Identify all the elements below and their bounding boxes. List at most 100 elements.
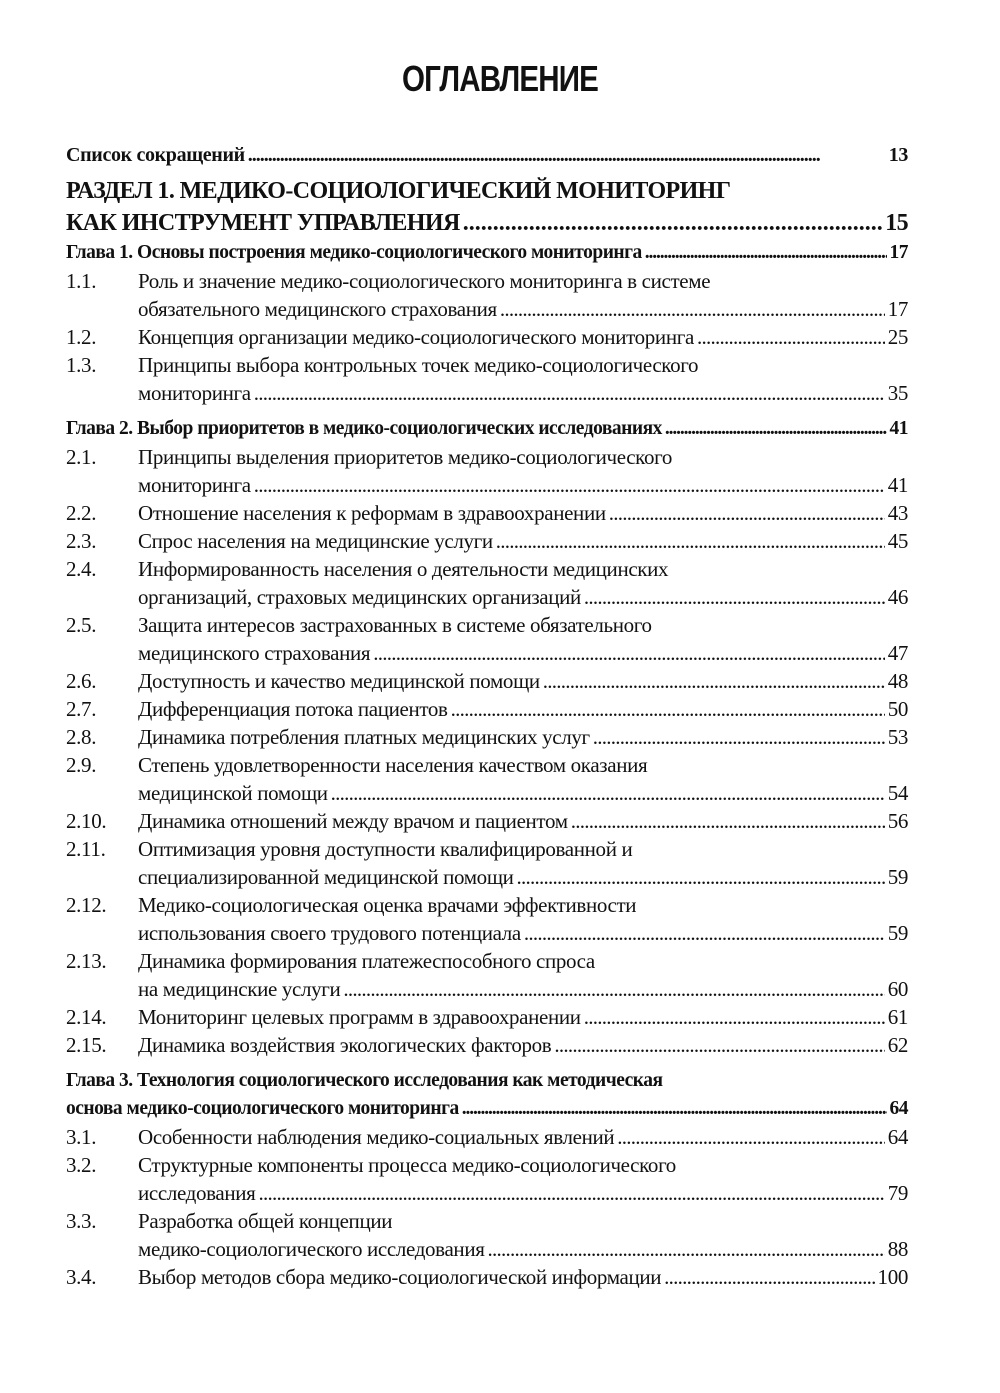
entry-title: Глава 1. Основы построения медико-социол…	[66, 242, 642, 263]
entry-number: 2.9.	[66, 753, 97, 777]
toc-entry[interactable]: 2.9. Степень удовлетворенности населения …	[66, 751, 908, 807]
page-number: 53	[887, 725, 909, 749]
toc-entry[interactable]: 2.4. Информированность населения о деятел…	[66, 555, 908, 611]
entry-title: медицинского страхования	[138, 641, 371, 665]
entry-title: на медицинские услуги	[138, 977, 341, 1001]
dot-leader	[254, 379, 885, 407]
entry-title: Выбор методов сбора медико-социологическ…	[138, 1265, 662, 1289]
toc-entry-line: 3.4. Выбор методов сбора медико-социологи…	[66, 1263, 908, 1291]
toc-entry[interactable]: 2.15. Динамика воздействия экологических …	[66, 1031, 908, 1059]
toc-entry[interactable]: 3.3. Разработка общей концепции медико-соц…	[66, 1207, 908, 1263]
toc-entry[interactable]: 2.1. Принципы выделения приоритетов медик…	[66, 443, 908, 499]
toc-entry-line: РАЗДЕЛ 1. МЕДИКО-СОЦИОЛОГИЧЕСКИЙ МОНИТОР…	[66, 175, 908, 207]
entry-title: исследования	[138, 1181, 256, 1205]
entry-title: медицинской помощи	[138, 781, 328, 805]
entry-title: Глава 3. Технология социологического исс…	[66, 1070, 663, 1091]
entry-title: Концепция организации медико-социологиче…	[138, 325, 694, 349]
toc-entry[interactable]: 3.2. Структурные компоненты процесса меди…	[66, 1151, 908, 1207]
entry-title: мониторинга	[138, 381, 251, 405]
toc-entry-line: 2.7. Дифференциация потока пациентов 50	[66, 695, 908, 723]
dot-leader	[524, 919, 885, 947]
entry-number: 2.2.	[66, 501, 97, 525]
toc-entry-line: медицинского страхования 47	[66, 639, 908, 667]
entry-number: 2.11.	[66, 837, 106, 861]
toc-entry-line: мониторинга 41	[66, 471, 908, 499]
dot-leader	[697, 323, 885, 351]
dot-leader	[248, 141, 886, 169]
toc-entry[interactable]: 2.10. Динамика отношений между врачом и п…	[66, 807, 908, 835]
entry-title: организаций, страховых медицинских орган…	[138, 585, 581, 609]
page-number: 41	[887, 473, 909, 497]
dot-leader	[554, 1031, 884, 1059]
toc-entry[interactable]: 1.1. Роль и значение медико-социологическ…	[66, 267, 908, 323]
entry-title: Динамика отношений между врачом и пациен…	[138, 809, 568, 833]
toc-chapter-entry[interactable]: Глава 3. Технология социологического исс…	[66, 1067, 908, 1123]
toc-entry-line: 1.1. Роль и значение медико-социологическ…	[66, 267, 908, 295]
entry-title: КАК ИНСТРУМЕНТ УПРАВЛЕНИЯ	[66, 210, 460, 236]
toc-entry-line: 2.15. Динамика воздействия экологических …	[66, 1031, 908, 1059]
toc-top-entry[interactable]: Список сокращений 13	[66, 141, 908, 169]
toc-entry[interactable]: 2.13. Динамика формирования платежеспособ…	[66, 947, 908, 1003]
toc-entry-line: Глава 2. Выбор приоритетов в медико-соци…	[66, 415, 908, 443]
page-number: 25	[887, 325, 909, 349]
entry-number: 3.1.	[66, 1125, 97, 1149]
toc-entry[interactable]: 2.12. Медико-социологическая оценка врача…	[66, 891, 908, 947]
entry-number: 1.1.	[66, 269, 97, 293]
toc-entry-line: Глава 3. Технология социологического исс…	[66, 1067, 908, 1095]
toc-entry[interactable]: 2.8. Динамика потребления платных медицин…	[66, 723, 908, 751]
entry-title: Информированность населения о деятельнос…	[138, 557, 669, 581]
dot-leader	[462, 1095, 887, 1123]
page-number: 88	[887, 1237, 909, 1261]
toc-entry[interactable]: 2.11. Оптимизация уровня доступности квал…	[66, 835, 908, 891]
entry-title: Доступность и качество медицинской помощ…	[138, 669, 540, 693]
entry-title: Структурные компоненты процесса медико-с…	[138, 1153, 676, 1177]
page-number: 17	[887, 297, 909, 321]
entry-title: Мониторинг целевых программ в здравоохра…	[138, 1005, 581, 1029]
entry-number: 1.3.	[66, 353, 97, 377]
entry-number: 2.13.	[66, 949, 107, 973]
page-number: 41	[889, 418, 909, 439]
entry-title: Динамика потребления платных медицинских…	[138, 725, 590, 749]
page-number: 45	[887, 529, 909, 553]
toc-entry-line: мониторинга 35	[66, 379, 908, 407]
page-number: 62	[887, 1033, 909, 1057]
entry-number: 1.2.	[66, 325, 97, 349]
toc-entry[interactable]: 2.14. Мониторинг целевых программ в здрав…	[66, 1003, 908, 1031]
toc-entry-line: 2.2. Отношение населения к реформам в здр…	[66, 499, 908, 527]
dot-leader	[664, 1263, 874, 1291]
entry-title: Принципы выбора контрольных точек медико…	[138, 353, 699, 377]
toc-entry-line: использования своего трудового потенциал…	[66, 919, 908, 947]
toc-entry-line: 2.6. Доступность и качество медицинской п…	[66, 667, 908, 695]
toc-entry[interactable]: 1.2. Концепция организации медико-социоло…	[66, 323, 908, 351]
entry-number: 2.8.	[66, 725, 97, 749]
toc-entry[interactable]: 2.3. Спрос населения на медицинские услуг…	[66, 527, 908, 555]
dot-leader	[593, 723, 885, 751]
entry-title: Динамика воздействия экологических факто…	[138, 1033, 552, 1057]
entry-title: специализированной медицинской помощи	[138, 865, 514, 889]
toc-entry-line: 3.1. Особенности наблюдения медико-социал…	[66, 1123, 908, 1151]
entry-title: Список сокращений	[66, 144, 245, 166]
toc-chapter-entry[interactable]: Глава 2. Выбор приоритетов в медико-соци…	[66, 415, 908, 443]
toc-entry[interactable]: 3.1. Особенности наблюдения медико-социал…	[66, 1123, 908, 1151]
entry-title: основа медико-социологического мониторин…	[66, 1098, 459, 1119]
dot-leader	[543, 667, 885, 695]
toc-entry[interactable]: 2.6. Доступность и качество медицинской п…	[66, 667, 908, 695]
entry-number: 2.5.	[66, 613, 97, 637]
page-number: 60	[887, 977, 909, 1001]
page-number: 64	[887, 1125, 909, 1149]
page-number: 59	[887, 865, 909, 889]
toc-entry[interactable]: 2.5. Защита интересов застрахованных в си…	[66, 611, 908, 667]
toc-entry-line: специализированной медицинской помощи 59	[66, 863, 908, 891]
toc-entry-line: 2.8. Динамика потребления платных медицин…	[66, 723, 908, 751]
entry-number: 3.3.	[66, 1209, 97, 1233]
entry-number: 2.12.	[66, 893, 107, 917]
toc-chapter-entry[interactable]: Глава 1. Основы построения медико-социол…	[66, 239, 908, 267]
entry-title: Особенности наблюдения медико-социальных…	[138, 1125, 615, 1149]
toc-entry[interactable]: 2.2. Отношение населения к реформам в здр…	[66, 499, 908, 527]
dot-leader	[331, 779, 885, 807]
toc-entry[interactable]: 1.3. Принципы выбора контрольных точек ме…	[66, 351, 908, 407]
toc-entry[interactable]: 3.4. Выбор методов сбора медико-социологи…	[66, 1263, 908, 1291]
toc-entry[interactable]: 2.7. Дифференциация потока пациентов 50	[66, 695, 908, 723]
toc-entry-line: 1.3. Принципы выбора контрольных точек ме…	[66, 351, 908, 379]
toc-section-entry[interactable]: РАЗДЕЛ 1. МЕДИКО-СОЦИОЛОГИЧЕСКИЙ МОНИТОР…	[66, 175, 909, 239]
